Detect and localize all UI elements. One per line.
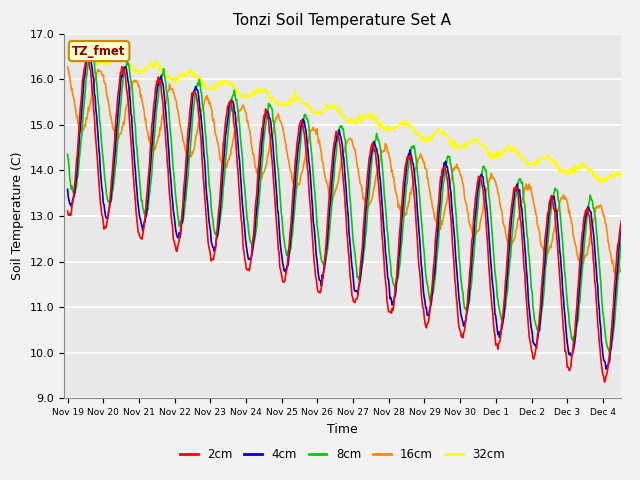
X-axis label: Time: Time: [327, 423, 358, 436]
Title: Tonzi Soil Temperature Set A: Tonzi Soil Temperature Set A: [234, 13, 451, 28]
Legend: 2cm, 4cm, 8cm, 16cm, 32cm: 2cm, 4cm, 8cm, 16cm, 32cm: [175, 443, 509, 466]
Y-axis label: Soil Temperature (C): Soil Temperature (C): [11, 152, 24, 280]
Text: TZ_fmet: TZ_fmet: [72, 45, 126, 58]
